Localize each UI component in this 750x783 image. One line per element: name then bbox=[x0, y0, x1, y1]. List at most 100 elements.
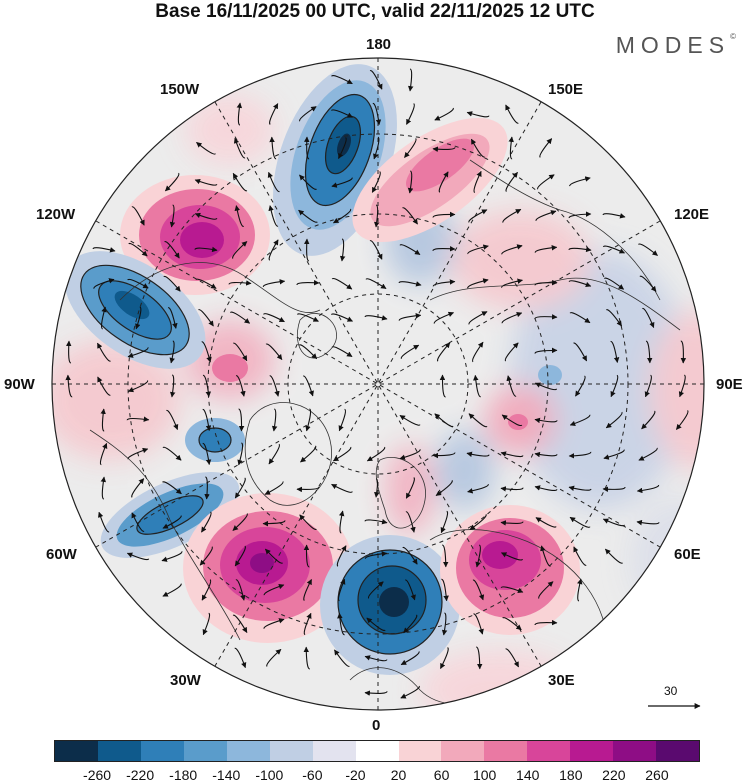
wind-arrow bbox=[299, 106, 317, 122]
wind-arrow bbox=[127, 347, 149, 358]
wind-arrow bbox=[234, 205, 244, 227]
positive-core-arctic-canada bbox=[212, 354, 248, 382]
lon-label-90w: 90W bbox=[4, 376, 35, 393]
wind-arrow bbox=[644, 374, 652, 398]
colorbar-swatch bbox=[226, 741, 270, 761]
wind-arrow bbox=[98, 511, 110, 533]
wind-arrow bbox=[470, 138, 485, 158]
wind-arrow bbox=[264, 548, 284, 564]
wind-arrow bbox=[364, 690, 388, 696]
wind-arrow bbox=[402, 546, 418, 565]
wind-arrow bbox=[296, 313, 319, 322]
wind-arrow bbox=[127, 447, 149, 460]
wind-arrow bbox=[161, 551, 183, 562]
lon-label-60e: 60E bbox=[674, 546, 701, 563]
lon-label-90e: 90E bbox=[716, 376, 743, 393]
wind-arrow bbox=[573, 546, 587, 566]
map-title: Base 16/11/2025 00 UTC, valid 22/11/2025… bbox=[155, 1, 595, 22]
wind-arrow bbox=[163, 275, 181, 292]
wind-arrow bbox=[680, 340, 687, 364]
wind-arrow bbox=[162, 481, 182, 495]
wind-arrow bbox=[476, 646, 483, 670]
wind-arrow bbox=[432, 146, 456, 152]
wind-arrow bbox=[407, 170, 414, 194]
wind-arrow bbox=[162, 515, 182, 529]
colorbar-swatch bbox=[527, 741, 571, 761]
wind-arrow bbox=[364, 655, 388, 662]
wind-arrow bbox=[233, 137, 246, 159]
wind-arrow bbox=[502, 617, 522, 631]
wind-arrow bbox=[234, 647, 247, 669]
wind-arrow bbox=[100, 306, 107, 330]
wind-arrow bbox=[441, 578, 449, 602]
wind-arrow bbox=[432, 452, 456, 459]
wind-arrow bbox=[202, 374, 212, 398]
wind-arrow bbox=[408, 68, 414, 92]
wind-arrow bbox=[262, 279, 286, 288]
wind-arrow bbox=[504, 342, 519, 362]
wind-arrow bbox=[199, 546, 213, 566]
wind-arrow bbox=[402, 207, 418, 225]
wind-arrow bbox=[638, 243, 658, 256]
wind-arrow bbox=[539, 138, 553, 158]
positive-core-kara bbox=[508, 414, 528, 430]
wind-arrow bbox=[641, 410, 656, 430]
wind-arrow bbox=[302, 375, 314, 397]
wind-arrow bbox=[266, 648, 282, 667]
positive-core-western-russia bbox=[440, 505, 580, 635]
reference-vector-label: 30 bbox=[664, 684, 678, 698]
colorbar-swatch bbox=[441, 741, 485, 761]
brand-logo: MODES© bbox=[616, 32, 736, 59]
wind-arrow bbox=[232, 614, 248, 633]
wind-arrow bbox=[534, 347, 558, 354]
wind-arrow bbox=[534, 245, 558, 253]
wind-arrow bbox=[303, 238, 310, 262]
positive-core-north-atlantic bbox=[183, 493, 353, 643]
wind-arrow bbox=[365, 278, 387, 290]
wind-arrow bbox=[269, 375, 280, 397]
wind-arrow bbox=[505, 648, 519, 668]
wind-arrow bbox=[434, 107, 454, 121]
wind-arrow bbox=[337, 578, 346, 602]
wind-arrow bbox=[432, 246, 456, 252]
wind-arrow bbox=[127, 278, 149, 289]
wind-arrow bbox=[336, 545, 347, 567]
wind-arrow bbox=[339, 238, 346, 262]
wind-arrow bbox=[296, 279, 320, 286]
wind-arrow bbox=[371, 171, 381, 193]
lon-label-30e: 30E bbox=[548, 672, 575, 689]
colorbar-tick-label: -220 bbox=[126, 767, 155, 783]
wind-arrow bbox=[195, 278, 217, 289]
wind-arrow bbox=[164, 241, 180, 259]
wind-arrow bbox=[569, 414, 591, 427]
wind-arrow bbox=[475, 544, 481, 568]
wind-arrow bbox=[538, 581, 554, 599]
wind-arrow bbox=[603, 449, 625, 460]
wind-arrow bbox=[65, 340, 72, 364]
wind-arrow bbox=[298, 344, 318, 360]
wind-arrow bbox=[232, 241, 248, 259]
wind-arrow bbox=[534, 619, 558, 626]
wind-arrow bbox=[501, 414, 523, 427]
wind-arrow bbox=[433, 311, 455, 324]
wind-arrow bbox=[194, 178, 218, 186]
wind-arrow bbox=[265, 343, 283, 361]
wind-arrow bbox=[128, 242, 148, 257]
wind-arrow bbox=[568, 211, 592, 219]
wind-arrow bbox=[399, 244, 421, 256]
wind-arrow bbox=[166, 409, 179, 431]
negative-core-labrador bbox=[100, 418, 245, 558]
wind-arrow bbox=[338, 408, 347, 432]
wind-arrow bbox=[432, 279, 456, 287]
wind-arrow bbox=[500, 451, 524, 458]
wind-arrow bbox=[269, 103, 279, 125]
wind-arrow bbox=[366, 446, 386, 462]
colorbar-tick-label: 260 bbox=[645, 767, 669, 783]
wind-arrow bbox=[338, 137, 347, 159]
wind-arrow bbox=[604, 548, 624, 564]
wind-arrow bbox=[303, 579, 312, 601]
wind-arrow bbox=[398, 281, 422, 287]
wind-arrow bbox=[398, 313, 422, 321]
wind-arrow bbox=[201, 579, 212, 601]
